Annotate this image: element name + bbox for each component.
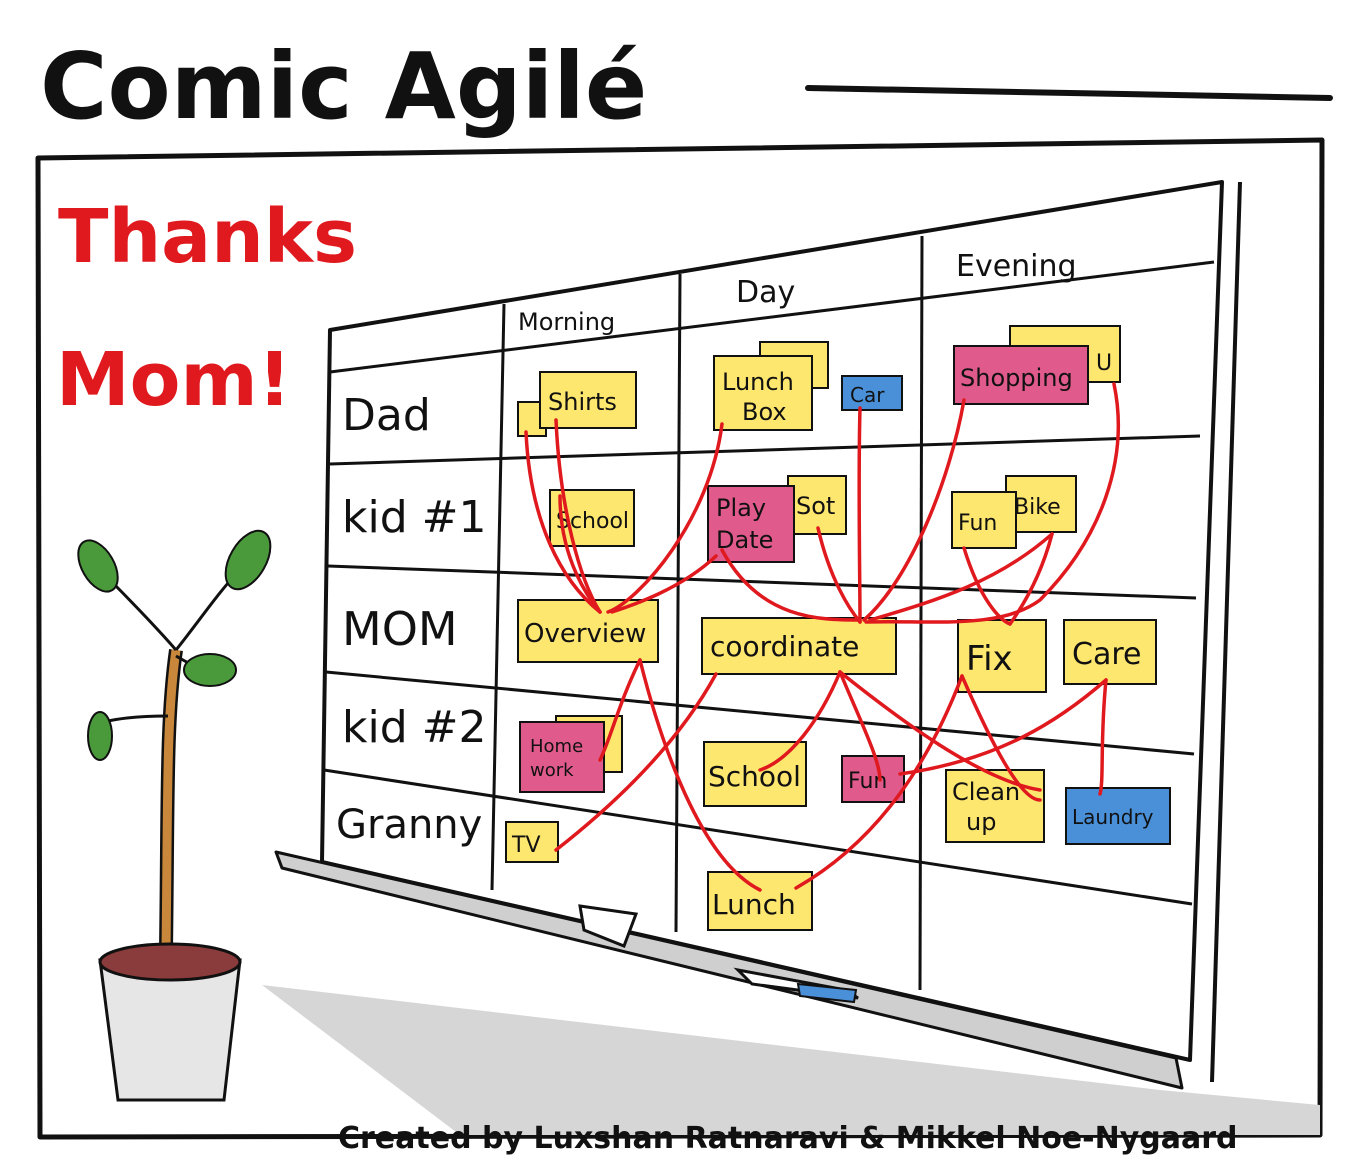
row-label-kid2: kid #2 [342, 702, 486, 753]
note-lunch-box: Lunch Box [713, 355, 813, 431]
floor-shadow [262, 985, 1320, 1135]
svg-text:Car: Car [850, 383, 885, 407]
row-label-granny: Granny [336, 802, 482, 848]
row-label-mom: MOM [342, 602, 458, 656]
column-header-evening: Evening [956, 249, 1077, 284]
note-fun-kid2: Fun [841, 755, 905, 803]
svg-text:work: work [530, 760, 574, 781]
column-header-morning: Morning [518, 308, 615, 336]
note-sot: Sot [787, 475, 847, 535]
note-u: U [1096, 351, 1112, 376]
note-bike: Bike [1005, 475, 1077, 533]
row-label-kid1: kid #1 [342, 492, 486, 543]
headline-thanks: Thanks [58, 194, 357, 280]
note-overview: Overview [517, 599, 659, 663]
svg-text:U: U [1096, 351, 1112, 376]
whiteboard-edge [1210, 181, 1242, 1083]
note-homework: Home work [519, 721, 605, 793]
potted-plant [77, 529, 272, 1102]
svg-text:Fun: Fun [958, 511, 997, 536]
svg-text:Lunch: Lunch [712, 888, 796, 921]
svg-text:Care: Care [1072, 637, 1141, 672]
marker [733, 967, 859, 1004]
dependency-lines [524, 382, 1121, 892]
note-laundry: Laundry [1065, 787, 1171, 845]
svg-text:Sot: Sot [796, 492, 835, 520]
svg-text:Play: Play [716, 494, 766, 522]
svg-text:Box: Box [742, 398, 787, 426]
svg-text:up: up [966, 808, 996, 836]
note-fix: Fix [957, 619, 1047, 693]
svg-text:Home: Home [530, 736, 583, 757]
note-clean-up: Clean up [945, 769, 1045, 843]
board-grid [323, 235, 1215, 991]
note-car: Car [841, 375, 903, 411]
note-lunch: Lunch [707, 871, 813, 931]
svg-text:Fun: Fun [848, 769, 887, 794]
comic-title: Comic Agilé [40, 33, 647, 140]
note-shopping: Shopping [953, 345, 1089, 405]
svg-text:Shopping: Shopping [960, 364, 1073, 392]
svg-text:Overview: Overview [524, 619, 646, 649]
svg-text:Lunch: Lunch [722, 368, 794, 396]
credits: Created by Luxshan Ratnaravi & Mikkel No… [338, 1121, 1238, 1156]
svg-text:Fix: Fix [966, 639, 1013, 679]
row-label-dad: Dad [342, 390, 431, 441]
svg-text:Bike: Bike [1014, 495, 1061, 520]
note-coordinate: coordinate [701, 617, 897, 675]
svg-text:coordinate: coordinate [710, 630, 859, 663]
svg-text:Shirts: Shirts [548, 388, 617, 416]
eraser [578, 904, 639, 948]
note-care: Care [1063, 619, 1157, 685]
marker-tray [274, 850, 1184, 1090]
title-rule [805, 85, 1333, 101]
svg-text:Date: Date [716, 526, 773, 554]
column-header-day: Day [736, 275, 795, 310]
sticky-notes: Shirts Lunch Box Car U Shopping School S… [505, 325, 1171, 931]
headline-mom: Mom! [56, 337, 291, 423]
note-fun-kid1: Fun [951, 491, 1017, 549]
svg-text:Laundry: Laundry [1072, 805, 1154, 829]
svg-text:School: School [708, 760, 801, 793]
svg-text:TV: TV [511, 833, 541, 858]
note-tv: TV [505, 821, 559, 863]
